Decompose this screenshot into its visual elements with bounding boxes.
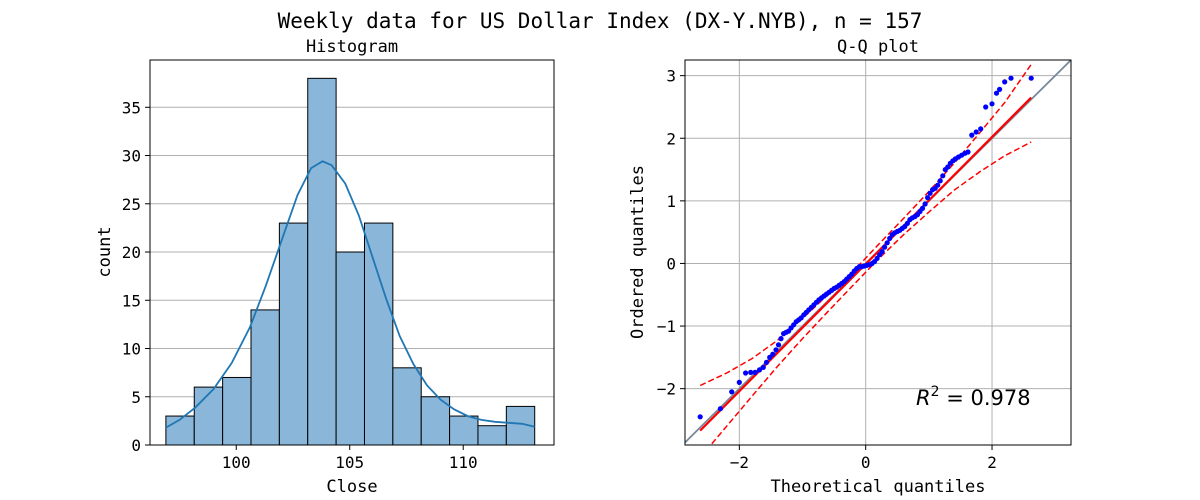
histogram-y-tick-label: 15 <box>122 291 141 310</box>
histogram-y-tick-label: 25 <box>122 195 141 214</box>
qq-point <box>717 406 724 412</box>
qq-point <box>752 369 758 375</box>
histogram-y-tick-label: 10 <box>122 340 141 359</box>
qq-confidence-band-lower <box>709 141 1032 445</box>
qq-points <box>697 75 1034 420</box>
qq-point <box>778 336 784 342</box>
qq-point <box>882 244 888 250</box>
qq-point <box>983 104 989 110</box>
qq-point <box>925 195 931 201</box>
qq-plot-axes-frame <box>684 59 1072 446</box>
qq-point <box>887 235 893 241</box>
figure-suptitle: Weekly data for US Dollar Index (DX-Y.NY… <box>278 9 923 33</box>
qq-point <box>1028 75 1034 81</box>
qq-plot-panel: Q-Q plot −2 0 2 −2 −1 0 1 2 3 Theoretical quant… <box>628 37 1072 497</box>
histogram-x-tick-label: 110 <box>449 453 478 472</box>
qq-point <box>874 255 880 261</box>
histogram-panel: Histogram 100 105 110 0 5 10 15 20 25 30 35 Close… <box>95 37 555 497</box>
qq-point <box>965 149 971 155</box>
qq-y-tick-label: 2 <box>666 129 676 148</box>
qq-y-tick-label: 0 <box>666 254 676 273</box>
qq-point <box>767 354 773 360</box>
qq-point <box>945 164 951 170</box>
qq-point <box>922 201 928 207</box>
histogram-kde-curve <box>165 160 535 429</box>
qq-point <box>1002 79 1008 85</box>
qq-y-tick-label: −2 <box>657 380 676 399</box>
qq-y-tick-label: 3 <box>666 67 676 86</box>
qq-x-tick-label: 2 <box>987 453 997 472</box>
histogram-title: Histogram <box>306 37 398 57</box>
qq-point <box>884 240 890 246</box>
qq-point <box>935 182 941 188</box>
histogram-x-tick-label: 100 <box>222 453 251 472</box>
histogram-y-tick-label: 5 <box>131 388 141 407</box>
histogram-bar <box>278 222 309 446</box>
histogram-y-ticks: 0 5 10 15 20 25 30 35 <box>122 98 150 455</box>
histogram-bar <box>307 77 337 446</box>
qq-plot-x-ticks: −2 0 2 <box>730 445 997 472</box>
qq-point <box>775 342 782 348</box>
histogram-y-tick-label: 35 <box>122 98 141 117</box>
qq-point <box>736 379 742 385</box>
qq-plot-title: Q-Q plot <box>837 37 919 57</box>
qq-point <box>763 359 770 365</box>
histogram-bar <box>449 415 479 446</box>
qq-point <box>978 126 984 132</box>
histogram-xlabel: Close <box>326 477 377 497</box>
qq-x-tick-label: 0 <box>861 453 871 472</box>
histogram-bar <box>363 222 394 446</box>
qq-y-tick-label: −1 <box>657 317 676 336</box>
qq-plot-ylabel: Ordered quantiles <box>628 165 648 339</box>
qq-point <box>770 351 776 357</box>
qq-point <box>989 101 995 107</box>
histogram-y-tick-label: 20 <box>122 243 141 262</box>
qq-point <box>756 367 763 373</box>
qq-r-squared-annotation: R2 = 0.978 <box>916 384 1031 410</box>
qq-point <box>969 132 975 138</box>
qq-point <box>1008 75 1014 81</box>
histogram-bars <box>165 77 536 446</box>
histogram-bar <box>222 376 252 446</box>
histogram-bar <box>250 309 280 446</box>
qq-point <box>937 178 943 184</box>
qq-point <box>904 220 911 226</box>
qq-confidence-band-upper <box>699 63 1032 387</box>
qq-point <box>760 364 766 370</box>
qq-plot-xlabel: Theoretical quantiles <box>771 477 986 497</box>
qq-point <box>973 129 979 135</box>
qq-point <box>697 414 703 420</box>
qq-point <box>940 173 946 179</box>
qq-point <box>993 90 1000 96</box>
histogram-x-ticks: 100 105 110 <box>222 445 478 472</box>
qq-plot-gridlines <box>685 60 1071 445</box>
qq-point <box>997 86 1003 92</box>
histogram-bar <box>335 251 365 446</box>
histogram-y-tick-label: 30 <box>122 147 141 166</box>
qq-x-tick-label: −2 <box>730 453 749 472</box>
histogram-bar <box>392 367 422 446</box>
qq-point <box>879 249 885 255</box>
histogram-bar <box>165 415 195 446</box>
histogram-bar <box>193 386 224 446</box>
qq-point <box>743 370 749 376</box>
qq-point <box>729 389 735 395</box>
histogram-x-tick-label: 105 <box>335 453 364 472</box>
histogram-y-tick-label: 0 <box>131 436 141 455</box>
histogram-bar <box>477 425 507 446</box>
qq-point <box>927 190 933 196</box>
qq-point <box>773 347 779 353</box>
qq-point <box>748 369 754 375</box>
qq-y-tick-label: 1 <box>666 192 676 211</box>
qq-point <box>919 205 926 211</box>
qq-plot-y-ticks: −2 −1 0 1 2 3 <box>657 67 685 399</box>
histogram-ylabel: count <box>95 226 115 277</box>
